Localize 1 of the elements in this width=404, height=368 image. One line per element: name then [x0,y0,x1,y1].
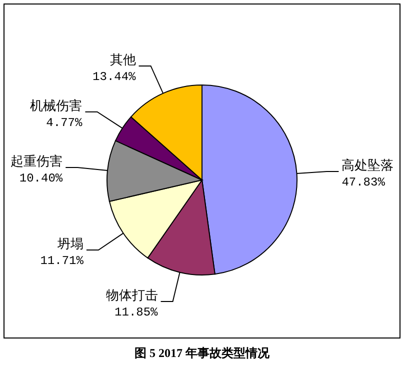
text: 图 5 2017 年事故类型情况 [134,346,270,360]
